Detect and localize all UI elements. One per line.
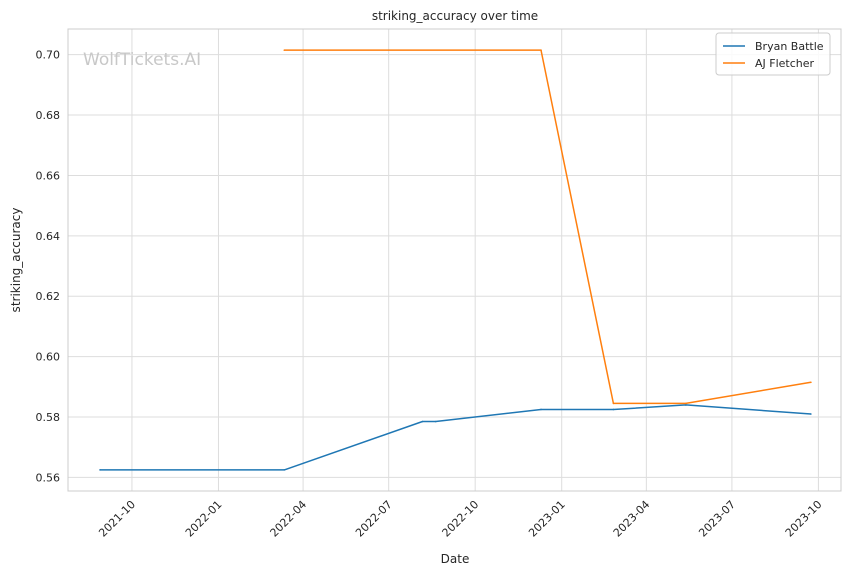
data-point bbox=[540, 408, 542, 411]
y-tick-label: 0.62 bbox=[36, 290, 61, 303]
data-point bbox=[810, 381, 812, 384]
legend-label: Bryan Battle bbox=[755, 40, 824, 53]
data-point bbox=[685, 404, 687, 406]
y-tick-label: 0.70 bbox=[36, 49, 61, 62]
chart-title: striking_accuracy over time bbox=[372, 9, 538, 23]
y-tick-label: 0.64 bbox=[36, 230, 61, 243]
data-point bbox=[283, 469, 286, 471]
legend-frame bbox=[715, 32, 831, 76]
y-tick-label: 0.58 bbox=[36, 411, 61, 424]
legend: Bryan Battle AJ Fletcher bbox=[715, 32, 831, 76]
y-tick-labels: 0.56 0.58 0.60 0.62 0.64 0.66 0.68 0.70 bbox=[36, 49, 61, 485]
series-layer bbox=[99, 49, 812, 471]
watermark-text: WolfTickets.AI bbox=[83, 50, 201, 70]
plot-area-frame bbox=[67, 28, 842, 492]
data-point bbox=[421, 420, 424, 423]
data-point bbox=[434, 420, 437, 423]
legend-label: AJ Fletcher bbox=[755, 57, 815, 70]
data-point bbox=[283, 49, 286, 51]
data-point bbox=[612, 408, 615, 411]
y-tick-label: 0.68 bbox=[36, 109, 61, 122]
x-axis-title: Date bbox=[441, 552, 470, 566]
y-tick-label: 0.56 bbox=[36, 471, 61, 484]
data-point bbox=[99, 469, 101, 471]
data-point bbox=[810, 413, 812, 415]
data-point bbox=[685, 402, 687, 405]
y-axis-title: striking_accuracy bbox=[9, 208, 23, 313]
data-point bbox=[540, 49, 542, 51]
y-tick-label: 0.60 bbox=[36, 351, 61, 364]
data-point bbox=[612, 402, 615, 405]
grid bbox=[68, 29, 841, 491]
series-line-bryan-battle bbox=[100, 404, 811, 471]
y-tick-label: 0.66 bbox=[36, 169, 61, 182]
